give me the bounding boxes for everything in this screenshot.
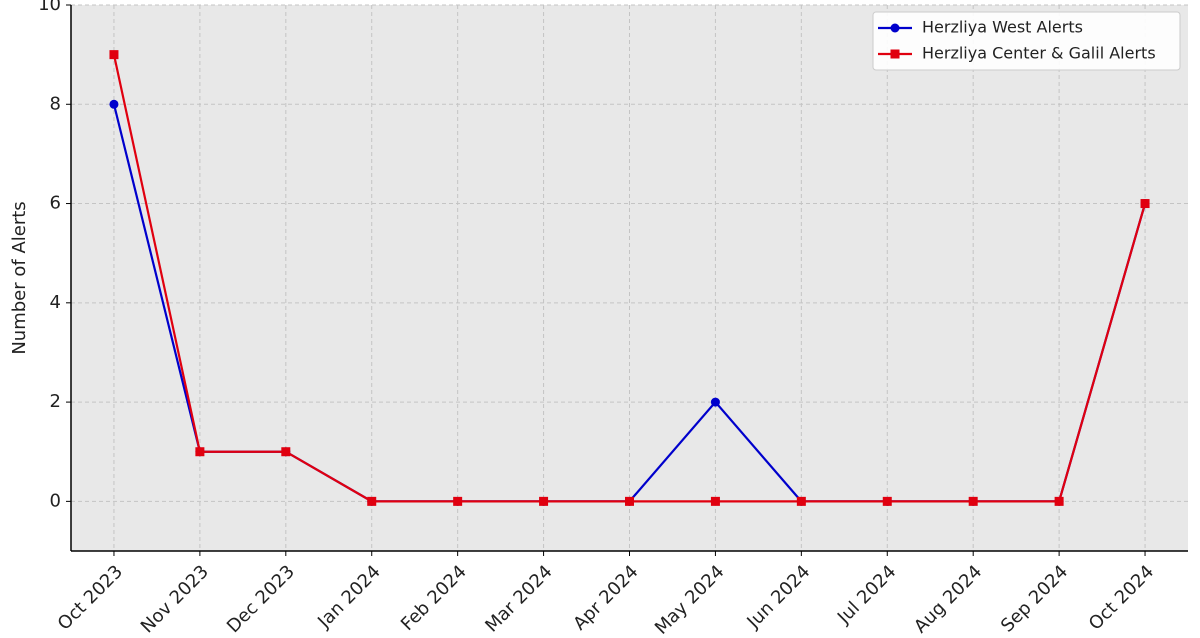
- x-tick-label: Apr 2024: [569, 561, 642, 634]
- x-tick-label: Jan 2024: [313, 561, 385, 633]
- legend-label: Herzliya West Alerts: [922, 18, 1083, 37]
- marker: [710, 397, 720, 407]
- marker: [1054, 496, 1064, 506]
- marker: [625, 496, 634, 506]
- x-tick-label: Aug 2024: [910, 561, 986, 637]
- marker: [367, 496, 377, 506]
- y-tick-label: 0: [50, 490, 61, 511]
- legend-marker: [890, 23, 900, 33]
- x-tick-label: Feb 2024: [397, 561, 471, 635]
- marker: [281, 447, 291, 457]
- x-tick-label: Jul 2024: [833, 561, 900, 628]
- legend: [872, 11, 1181, 71]
- x-tick-label: Mar 2024: [481, 561, 556, 636]
- marker: [539, 496, 549, 506]
- y-axis-label: Number of Alerts: [9, 201, 30, 354]
- marker: [882, 496, 892, 506]
- y-tick-label: 10: [38, 0, 61, 15]
- x-tick-label: Nov 2023: [137, 561, 213, 637]
- y-tick-label: 4: [50, 292, 61, 313]
- marker: [195, 447, 205, 457]
- x-tick-label: Sep 2024: [997, 561, 1072, 636]
- y-tick-label: 6: [50, 193, 61, 214]
- x-tick-label: May 2024: [651, 561, 729, 638]
- legend-label: Herzliya Center & Galil Alerts: [922, 44, 1156, 63]
- marker: [109, 99, 119, 109]
- marker: [453, 496, 463, 506]
- x-tick-label: Oct 2024: [1085, 561, 1158, 634]
- y-tick-label: 2: [50, 391, 61, 412]
- x-tick-label: Dec 2023: [223, 561, 299, 637]
- marker: [1140, 199, 1150, 209]
- x-tick-label: Oct 2023: [54, 561, 127, 634]
- legend-marker: [890, 49, 900, 59]
- marker: [968, 496, 978, 506]
- y-tick-label: 8: [50, 93, 61, 114]
- marker: [710, 496, 720, 506]
- marker: [109, 50, 119, 60]
- x-tick-label: Jun 2024: [743, 561, 815, 633]
- marker: [796, 496, 806, 506]
